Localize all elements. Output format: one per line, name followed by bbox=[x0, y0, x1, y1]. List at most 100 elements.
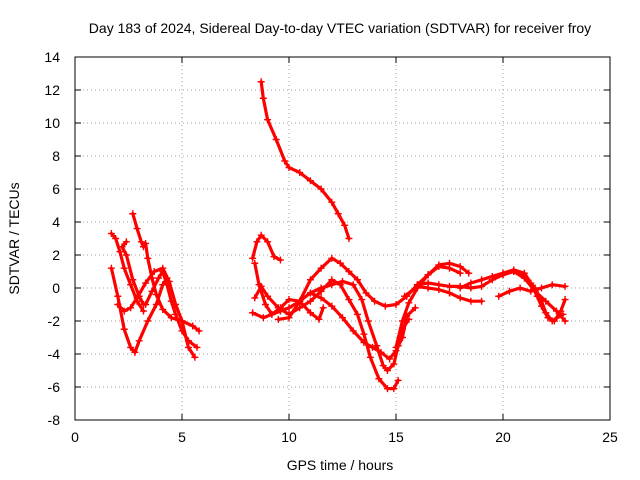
data-point bbox=[152, 291, 160, 299]
data-point bbox=[319, 304, 327, 312]
y-tick-label: 4 bbox=[52, 214, 60, 230]
data-point bbox=[264, 238, 272, 246]
data-point bbox=[257, 78, 265, 86]
data-point bbox=[398, 334, 406, 341]
data-point bbox=[317, 185, 325, 193]
data-point bbox=[120, 307, 128, 315]
data-point bbox=[257, 282, 265, 290]
data-point bbox=[195, 327, 203, 335]
data-point bbox=[315, 315, 323, 323]
data-point bbox=[538, 302, 546, 310]
data-point bbox=[368, 343, 376, 351]
data-point bbox=[345, 296, 353, 304]
data-point bbox=[165, 277, 173, 285]
data-point bbox=[285, 296, 293, 304]
data-point bbox=[339, 314, 346, 322]
series-arc-8 bbox=[257, 78, 353, 242]
data-point bbox=[317, 264, 325, 272]
series-line bbox=[458, 268, 567, 323]
data-point bbox=[127, 343, 135, 351]
data-point bbox=[193, 343, 201, 351]
series-arc-3 bbox=[129, 210, 147, 251]
data-point bbox=[531, 287, 539, 295]
data-point bbox=[135, 337, 143, 345]
data-point bbox=[122, 238, 130, 246]
data-point bbox=[259, 314, 267, 322]
data-series bbox=[107, 78, 569, 393]
y-tick-label: 2 bbox=[52, 247, 60, 263]
data-point bbox=[488, 272, 496, 280]
data-point bbox=[152, 301, 160, 308]
data-point bbox=[353, 310, 361, 318]
data-point bbox=[371, 297, 379, 305]
data-point bbox=[456, 294, 464, 302]
data-point bbox=[405, 299, 413, 307]
data-point bbox=[276, 256, 284, 264]
series-arc-7 bbox=[114, 264, 199, 361]
data-point bbox=[375, 375, 383, 383]
data-point bbox=[285, 304, 293, 312]
data-point bbox=[499, 271, 507, 279]
data-point bbox=[270, 253, 278, 261]
series-arc-6 bbox=[142, 268, 201, 351]
data-point bbox=[465, 269, 473, 277]
data-point bbox=[139, 307, 147, 315]
data-point bbox=[144, 254, 152, 262]
data-point bbox=[107, 230, 115, 238]
data-point bbox=[364, 317, 372, 325]
series-arc-11 bbox=[251, 276, 402, 393]
data-point bbox=[328, 254, 336, 262]
data-point bbox=[274, 315, 282, 323]
data-point bbox=[386, 355, 394, 363]
data-point bbox=[261, 301, 269, 308]
data-point bbox=[306, 297, 314, 305]
data-point bbox=[257, 231, 265, 239]
axis-ticks: 0 5 10 15 20 25 -8 -6 -4 -2 0 2 4 6 8 10 12 14 bbox=[44, 49, 618, 445]
data-point bbox=[379, 362, 387, 370]
data-point bbox=[317, 287, 325, 295]
data-point bbox=[259, 94, 267, 102]
data-point bbox=[336, 281, 344, 289]
data-point bbox=[383, 385, 391, 393]
data-point bbox=[116, 248, 124, 256]
data-point bbox=[561, 317, 569, 325]
chart-title: Day 183 of 2024, Sidereal Day-to-day VTE… bbox=[89, 20, 591, 36]
data-point bbox=[398, 317, 406, 325]
data-point bbox=[478, 282, 486, 290]
data-point bbox=[129, 210, 137, 218]
data-point bbox=[328, 198, 336, 206]
data-point bbox=[317, 294, 325, 302]
data-point bbox=[401, 292, 409, 300]
x-axis-label: GPS time / hours bbox=[287, 457, 394, 473]
data-point bbox=[189, 322, 197, 330]
series-arc-20 bbox=[499, 268, 569, 325]
data-point bbox=[561, 296, 569, 304]
data-point bbox=[336, 259, 344, 267]
data-point bbox=[542, 297, 550, 305]
data-point bbox=[495, 292, 503, 300]
data-point bbox=[191, 353, 199, 361]
data-point bbox=[184, 343, 192, 351]
data-point bbox=[127, 304, 135, 312]
data-point bbox=[178, 317, 186, 325]
y-tick-label: 12 bbox=[44, 82, 60, 98]
data-point bbox=[366, 353, 374, 361]
data-point bbox=[129, 276, 137, 284]
data-point bbox=[478, 297, 486, 305]
data-point bbox=[424, 271, 432, 279]
data-point bbox=[520, 274, 528, 282]
data-point bbox=[272, 136, 280, 143]
data-point bbox=[264, 292, 272, 300]
data-point bbox=[268, 310, 276, 318]
series-line bbox=[394, 261, 471, 349]
data-point bbox=[353, 276, 361, 284]
data-point bbox=[478, 276, 486, 284]
data-point bbox=[142, 239, 150, 247]
y-tick-label: -8 bbox=[48, 412, 61, 428]
data-point bbox=[467, 297, 475, 305]
x-tick-label: 15 bbox=[388, 429, 404, 445]
data-point bbox=[114, 301, 122, 308]
data-point bbox=[435, 281, 443, 289]
data-point bbox=[137, 238, 145, 246]
data-point bbox=[377, 348, 385, 356]
